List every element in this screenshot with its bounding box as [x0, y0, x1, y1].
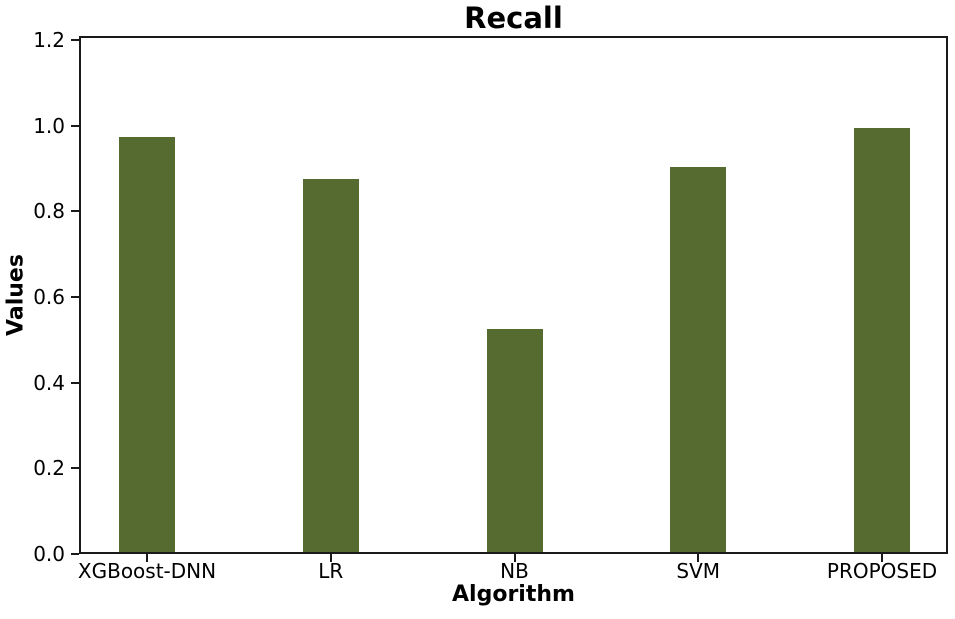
y-tick-mark [71, 296, 79, 298]
y-tick-mark [71, 39, 79, 41]
y-tick-mark [71, 467, 79, 470]
y-tick-mark [71, 381, 79, 384]
x-tick-label: PROPOSED [826, 559, 938, 583]
y-tick-label: 0.0 [33, 542, 65, 566]
x-tick-mark [697, 554, 700, 562]
y-tick-mark [71, 553, 79, 555]
plot-area: 0.0 0.2 0.4 0.6 0.8 1.0 1.2 XGBoost-DNN LR NB SVM P… [33, 28, 948, 583]
x-tick-mark [329, 554, 332, 562]
x-tick-label: LR [318, 559, 344, 583]
bar-nb [486, 329, 543, 552]
bar-lr [302, 179, 359, 552]
y-tick-mark [71, 124, 79, 127]
x-tick-label: SVM [676, 559, 721, 583]
bar-proposed [854, 127, 910, 552]
x-tick-label: NB [500, 559, 529, 583]
x-axis-title: Algorithm [452, 582, 575, 607]
x-tick-label: XGBoost-DNN [77, 559, 217, 583]
x-tick-mark [513, 554, 516, 562]
x-tick-mark [881, 554, 883, 562]
y-tick-label: 1.2 [33, 28, 65, 52]
bar-xgboost-dnn [119, 136, 175, 552]
y-tick-label: 0.2 [33, 456, 65, 481]
bar-svm [670, 166, 727, 552]
y-tick-mark [71, 210, 79, 213]
y-tick-label: 0.8 [33, 199, 65, 224]
x-tick-mark [146, 554, 148, 562]
y-tick-label: 0.4 [33, 370, 65, 395]
chart-title: Recall [464, 1, 563, 35]
y-tick-label: 0.6 [33, 285, 65, 309]
y-tick-label: 1.0 [33, 113, 65, 138]
